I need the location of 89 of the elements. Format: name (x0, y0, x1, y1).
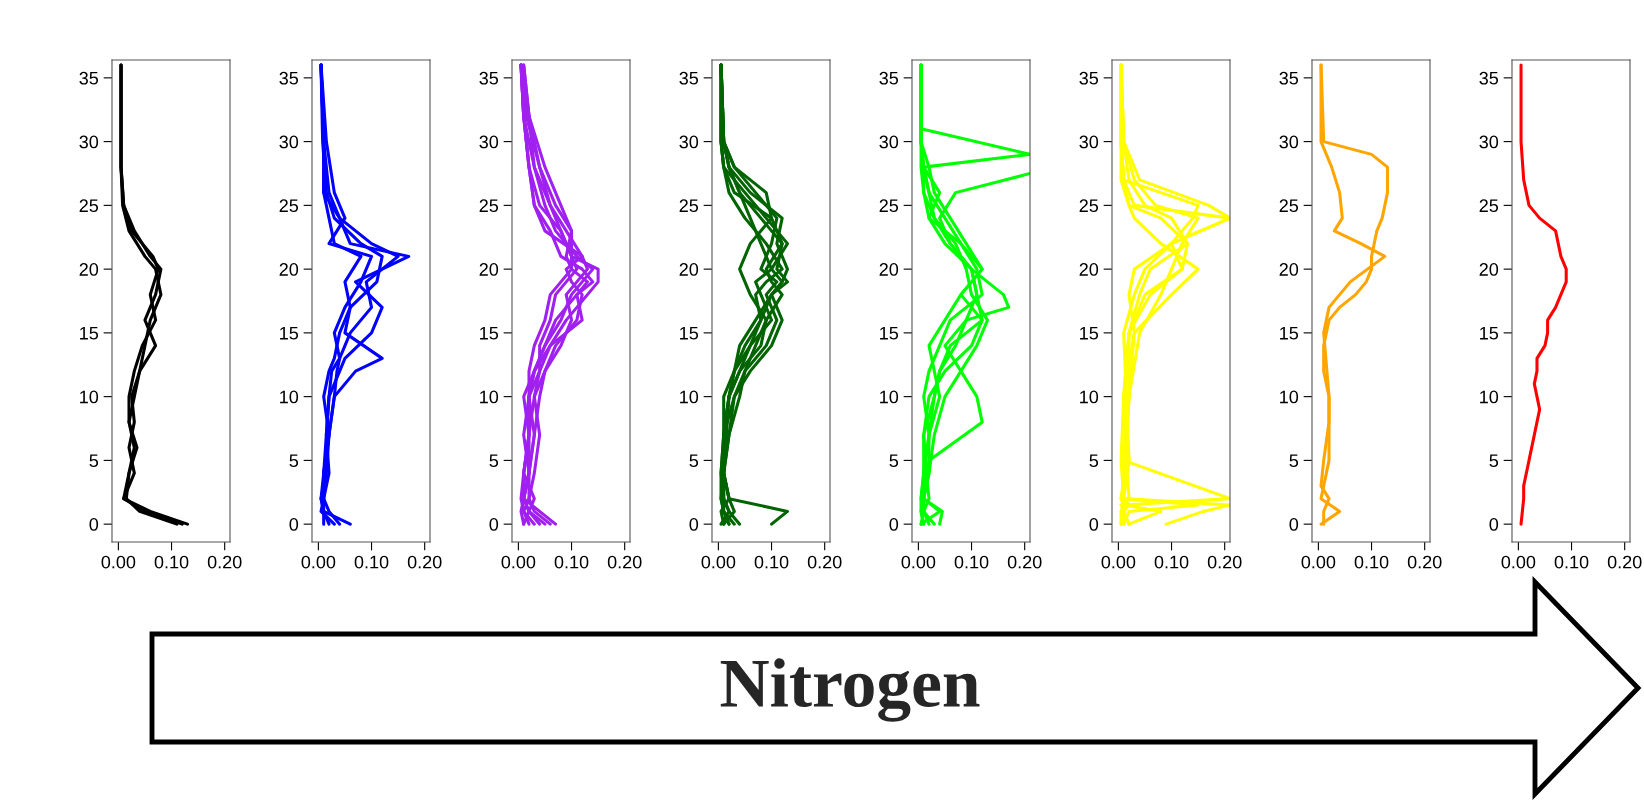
x-tick-label: 0.10 (754, 555, 789, 569)
x-tick-label: 0.10 (154, 555, 189, 569)
y-tick-label: 30 (679, 135, 699, 149)
y-tick-label: 15 (880, 327, 899, 340)
x-tick-label: 0.10 (1354, 555, 1389, 569)
y-tick-label: 35 (479, 71, 499, 85)
y-tick-label: 35 (279, 71, 299, 85)
x-tick-label: 0.00 (1301, 555, 1336, 569)
x-tick-label: 0.20 (807, 555, 842, 569)
y-tick-label: 15 (1280, 327, 1299, 340)
y-tick-label: 20 (279, 263, 299, 276)
y-tick-label: 25 (479, 199, 499, 213)
y-tick-label: 25 (1279, 199, 1299, 213)
y-tick-label: 0 (689, 518, 699, 531)
y-tick-label: 30 (79, 135, 99, 149)
y-tick-label: 15 (1480, 327, 1499, 340)
y-tick-label: 5 (889, 454, 899, 468)
y-tick-label: 25 (279, 199, 299, 213)
y-tick-label: 15 (80, 327, 99, 340)
y-tick-label: 10 (1280, 390, 1299, 404)
y-tick-label: 30 (279, 135, 299, 149)
y-tick-label: 10 (480, 390, 499, 404)
y-tick-label: 30 (1479, 135, 1499, 149)
y-tick-label: 35 (679, 71, 699, 85)
y-tick-label: 5 (89, 454, 99, 468)
y-tick-label: 35 (1079, 71, 1099, 85)
x-tick-label: 0.00 (101, 555, 136, 569)
y-tick-label: 25 (1079, 199, 1099, 213)
y-tick-label: 0 (1289, 518, 1299, 531)
y-tick-label: 10 (80, 390, 99, 404)
y-tick-label: 35 (1279, 71, 1299, 85)
x-tick-label: 0.10 (954, 555, 989, 569)
x-tick-label: 0.20 (1407, 555, 1442, 569)
y-tick-label: 30 (879, 135, 899, 149)
x-tick-label: 0.00 (1501, 555, 1536, 569)
y-tick-label: 0 (1089, 518, 1099, 531)
y-tick-label: 20 (879, 263, 899, 276)
y-tick-label: 35 (1479, 71, 1499, 85)
y-tick-label: 0 (89, 518, 99, 531)
y-tick-label: 5 (689, 454, 699, 468)
x-tick-label: 0.00 (901, 555, 936, 569)
x-tick-label: 0.20 (1607, 555, 1642, 569)
y-tick-label: 5 (1489, 454, 1499, 468)
y-tick-label: 5 (289, 454, 299, 468)
y-tick-label: 35 (79, 71, 99, 85)
y-tick-label: 20 (79, 263, 99, 276)
y-tick-label: 20 (1279, 263, 1299, 276)
x-tick-label: 0.10 (354, 555, 389, 569)
x-tick-label: 0.00 (701, 555, 736, 569)
x-tick-label: 0.10 (1154, 555, 1189, 569)
y-tick-label: 25 (1479, 199, 1499, 213)
y-tick-label: 20 (1479, 263, 1499, 276)
x-tick-label: 0.20 (207, 555, 242, 569)
y-tick-label: 25 (879, 199, 899, 213)
y-tick-label: 10 (680, 390, 699, 404)
y-tick-label: 15 (680, 327, 699, 340)
y-tick-label: 10 (1080, 390, 1099, 404)
y-tick-label: 15 (280, 327, 299, 340)
y-tick-label: 25 (679, 199, 699, 213)
x-tick-label: 0.10 (1554, 555, 1589, 569)
y-tick-label: 30 (479, 135, 499, 149)
x-tick-label: 0.00 (501, 555, 536, 569)
y-tick-label: 30 (1079, 135, 1099, 149)
y-tick-label: 20 (1079, 263, 1099, 276)
y-tick-label: 0 (289, 518, 299, 531)
y-tick-label: 10 (1480, 390, 1499, 404)
y-tick-label: 20 (679, 263, 699, 276)
y-tick-label: 20 (479, 263, 499, 276)
text: Nitrogen (720, 658, 980, 722)
y-tick-label: 15 (480, 327, 499, 340)
x-tick-label: 0.10 (554, 555, 589, 569)
y-tick-label: 10 (880, 390, 899, 404)
y-tick-label: 10 (280, 390, 299, 404)
x-tick-label: 0.20 (1207, 555, 1242, 569)
x-tick-label: 0.00 (301, 555, 336, 569)
x-tick-label: 0.20 (1007, 555, 1042, 569)
x-tick-label: 0.00 (1101, 555, 1136, 569)
y-tick-label: 0 (889, 518, 899, 531)
y-tick-label: 0 (1489, 518, 1499, 531)
y-tick-label: 25 (79, 199, 99, 213)
y-tick-label: 35 (879, 71, 899, 85)
x-tick-label: 0.20 (407, 555, 442, 569)
y-tick-label: 30 (1279, 135, 1299, 149)
y-tick-label: 0 (489, 518, 499, 531)
y-tick-label: 5 (1089, 454, 1099, 468)
x-tick-label: 0.20 (607, 555, 642, 569)
y-tick-label: 5 (1289, 454, 1299, 468)
y-tick-label: 15 (1080, 327, 1099, 340)
y-tick-label: 5 (489, 454, 499, 468)
